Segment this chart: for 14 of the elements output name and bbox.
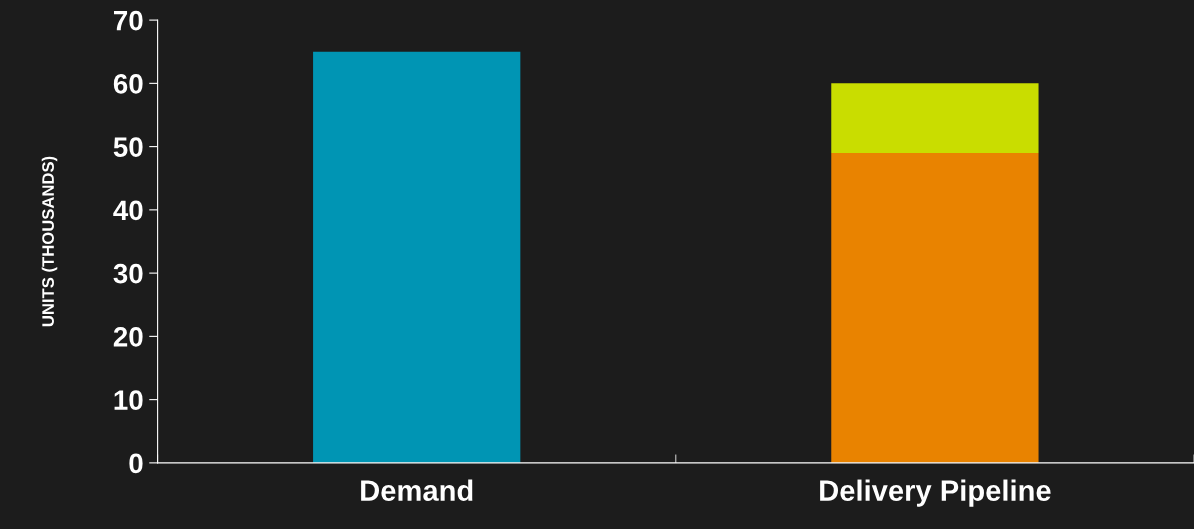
y-tick-label: 50 [113,137,143,157]
y-tick-label: 70 [114,10,143,31]
y-tick-label: 40 [113,200,143,221]
bar [831,83,1039,153]
y-tick-label: 20 [113,327,143,347]
y-tick-label: 30 [113,263,143,284]
bar [831,152,1039,463]
x-tick-label: Delivery Pipeline [820,479,1051,507]
y-tick-label: 60 [113,74,143,94]
x-tick-label: Demand [361,479,473,501]
bar [313,51,521,463]
y-axis-title: UNITS (THOUSANDS) [41,156,58,327]
y-tick-label: 10 [114,390,143,410]
y-tick-label: 0 [129,453,143,474]
